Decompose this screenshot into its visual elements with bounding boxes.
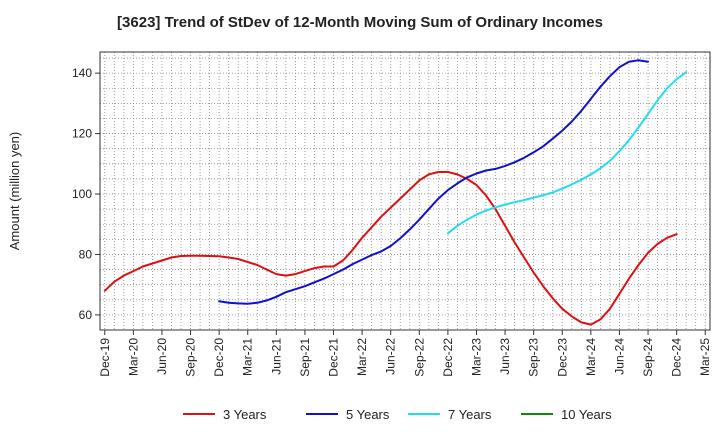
x-tick-label: Dec-20 (212, 338, 226, 377)
x-tick-label: Sep-20 (184, 338, 198, 377)
series-line-7-years (446, 71, 688, 235)
x-tick-label: Jun-21 (269, 338, 283, 375)
x-tick-label: Mar-21 (241, 338, 255, 376)
y-axis-ticks: 60 80 100 120 140 (72, 66, 100, 322)
x-tick-label: Dec-21 (327, 338, 341, 377)
x-axis-ticks: Dec-19 Mar-20 Jun-20 Sep-20 Dec-20 Mar-21 Jun-… (98, 330, 712, 377)
y-tick-label: 120 (72, 127, 92, 141)
y-tick-label: 100 (72, 187, 92, 201)
legend-label: 7 Years (448, 407, 492, 422)
x-tick-label: Dec-19 (98, 338, 112, 377)
chart-title: [3623] Trend of StDev of 12-Month Moving… (117, 14, 603, 31)
x-tick-label: Dec-24 (670, 338, 684, 377)
series-line-5-years (218, 59, 649, 305)
x-tick-label: Dec-22 (441, 338, 455, 377)
y-axis-title: Amount (million yen) (7, 132, 22, 251)
grid-lines (100, 52, 710, 330)
x-tick-label: Dec-23 (555, 338, 569, 377)
x-tick-label: Mar-25 (698, 338, 712, 376)
series-line-3-years (103, 171, 678, 326)
legend-label: 3 Years (223, 407, 267, 422)
x-tick-label: Sep-24 (641, 338, 655, 377)
legend: 3 Years 5 Years 7 Years 10 Years (183, 407, 612, 422)
x-tick-label: Jun-24 (612, 338, 626, 375)
x-tick-label: Mar-23 (469, 338, 483, 376)
legend-label: 5 Years (346, 407, 390, 422)
x-tick-label: Jun-23 (498, 338, 512, 375)
x-tick-label: Mar-22 (355, 338, 369, 376)
x-tick-label: Mar-20 (126, 338, 140, 376)
x-tick-label: Mar-24 (584, 338, 598, 376)
plot-area (99, 51, 711, 331)
y-tick-label: 80 (79, 247, 93, 261)
x-tick-label: Sep-21 (298, 338, 312, 377)
legend-label: 10 Years (561, 407, 612, 422)
x-tick-label: Jun-20 (155, 338, 169, 375)
y-tick-label: 140 (72, 66, 92, 80)
x-tick-label: Sep-22 (412, 338, 426, 377)
x-tick-label: Jun-22 (384, 338, 398, 375)
y-tick-label: 60 (79, 308, 93, 322)
x-tick-label: Sep-23 (527, 338, 541, 377)
series-lines (103, 59, 688, 326)
